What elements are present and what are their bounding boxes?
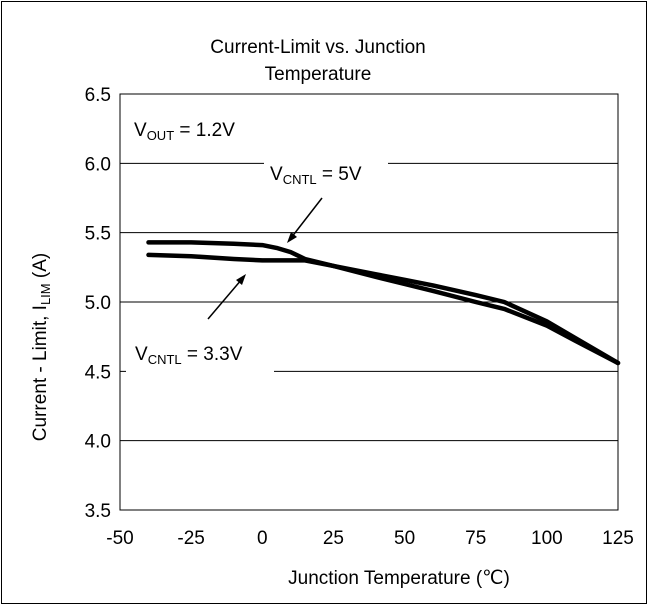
x-tick-label: -50 — [106, 528, 133, 549]
y-tick-label: 4.5 — [85, 362, 111, 383]
plot-border — [119, 93, 619, 511]
y-tick-label: 5.5 — [85, 224, 111, 245]
y-tick-label: 3.5 — [85, 501, 111, 522]
annotation-vout-rest: = 1.2V — [174, 120, 235, 141]
annotation-vout-sub: OUT — [147, 128, 175, 143]
annotation-vout: VOUT = 1.2V — [134, 120, 235, 143]
series-lines — [146, 240, 621, 366]
x-tick-label: 50 — [394, 528, 415, 549]
annotation-vcntl-33: VCNTL = 3.3V — [135, 344, 243, 367]
x-tick-label: -25 — [177, 528, 204, 549]
series-line-2 — [146, 252, 621, 366]
annotation-vcntl-5: VCNTL = 5V — [270, 164, 362, 187]
x-tick-label: 125 — [602, 528, 634, 549]
y-axis-label-unit: (A) — [30, 253, 51, 284]
annotation-vcntl-5-sub: CNTL — [283, 172, 317, 187]
y-axis-label: Current - Limit, ILIM (A) — [30, 253, 53, 441]
annotation-vcntl-5-main: V — [270, 164, 283, 185]
chart-title-line1: Current-Limit vs. Junction — [210, 37, 425, 58]
annotation-vcntl-33-bg — [126, 334, 274, 372]
annotation-vcntl-5-arrow — [290, 197, 323, 239]
annotation-vout-main: V — [134, 120, 147, 141]
y-tick-label: 4.0 — [85, 432, 111, 453]
annotation-vcntl-33-rest: = 3.3V — [182, 344, 243, 365]
annotation-vcntl-33-main: V — [135, 344, 148, 365]
y-axis-label-sub: LIM — [38, 283, 53, 305]
annotation-vcntl-5-bg — [264, 154, 388, 190]
chart-title-line2: Temperature — [265, 64, 372, 85]
tick-labels: 3.5 4.0 4.5 5.0 5.5 6.0 6.5 -50 -25 0 25 50 75 100 125 — [85, 85, 634, 549]
y-tick-label: 6.0 — [85, 154, 111, 175]
x-axis-label: Junction Temperature (℃) — [288, 568, 510, 589]
x-tick-label: 0 — [257, 528, 268, 549]
x-tick-label: 100 — [531, 528, 563, 549]
y-tick-label: 5.0 — [85, 293, 111, 314]
x-tick-label: 75 — [465, 528, 486, 549]
y-axis-label-main: Current - Limit, I — [30, 305, 51, 441]
y-tick-label: 6.5 — [85, 85, 111, 106]
annotation-vcntl-33-arrowhead — [236, 274, 246, 285]
annotation-vcntl-5-rest: = 5V — [317, 164, 362, 185]
annotation-vcntl-5-arrowhead — [287, 232, 297, 243]
annotation-vcntl-33-sub: CNTL — [148, 352, 182, 367]
x-tick-label: 25 — [323, 528, 344, 549]
annotation-vcntl-33-arrow — [207, 278, 243, 320]
